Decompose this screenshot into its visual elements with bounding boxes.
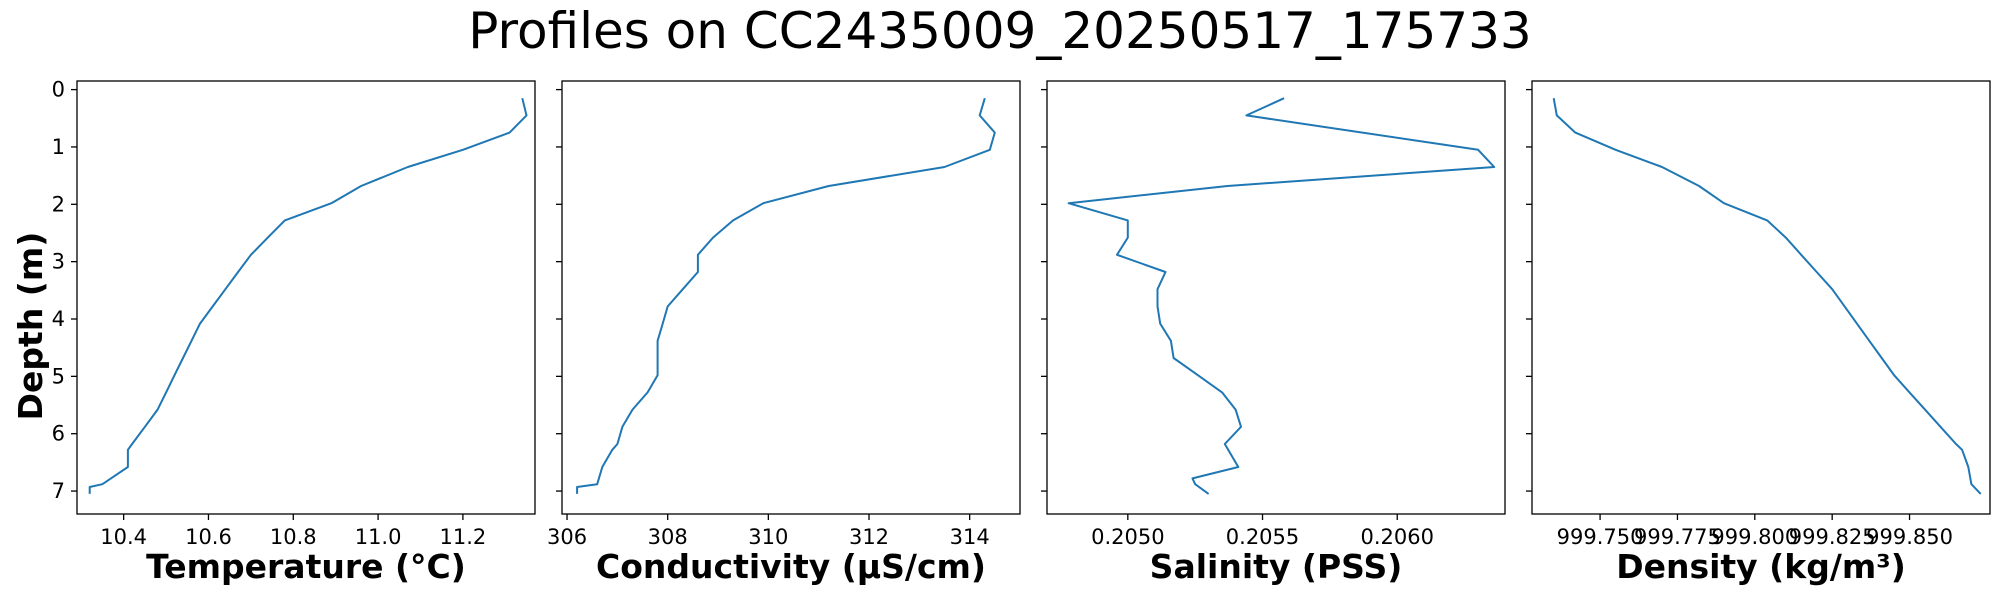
x-tick-label: 999.825	[1789, 525, 1876, 549]
x-tick-label: 11.2	[440, 525, 487, 549]
panels: 0 1 2 3 4 5 6 7 10.4 10.6 10.8 11.0 11.2Temperature …	[52, 78, 1991, 586]
panel-frame	[76, 80, 536, 515]
panel-frame	[1531, 80, 1991, 515]
x-tick-label: 10.4	[100, 525, 147, 549]
y-tick-label: 4	[52, 307, 65, 331]
x-axis-label: Density (kg/m³)	[1616, 547, 1906, 586]
profile-line	[88, 97, 528, 494]
figure-title: Profiles on CC2435009_20250517_175733	[468, 2, 1531, 60]
x-tick-label: 0.2055	[1226, 525, 1299, 549]
panel-1: 0 1 2 3 4 5 6 7 10.4 10.6 10.8 11.0 11.2Temperature …	[52, 78, 536, 586]
panel-4: 999.750999.775999.800999.825999.850Densi…	[1526, 80, 1991, 586]
x-tick-label: 308	[648, 525, 688, 549]
x-tick-label: 10.8	[270, 525, 317, 549]
profile-line	[1552, 98, 1982, 495]
x-tick-label: 999.850	[1866, 525, 1953, 549]
panel-frame	[1046, 80, 1506, 515]
x-tick-label: 306	[547, 525, 587, 549]
x-tick-label: 999.775	[1634, 525, 1721, 549]
y-tick-label: 7	[52, 479, 65, 503]
x-tick-label: 11.0	[355, 525, 402, 549]
panel-frame	[561, 80, 1021, 515]
x-tick-label: 999.800	[1711, 525, 1798, 549]
y-tick-label: 5	[52, 364, 65, 388]
y-tick-label: 2	[52, 192, 65, 216]
x-tick-label: 312	[849, 525, 889, 549]
y-axis-label: Depth (m)	[11, 232, 50, 421]
y-tick-label: 6	[52, 422, 65, 446]
x-tick-label: 0.2050	[1091, 525, 1164, 549]
x-axis-label: Salinity (PSS)	[1150, 547, 1403, 586]
profile-line	[576, 97, 996, 494]
x-tick-label: 310	[748, 525, 788, 549]
x-axis-label: Conductivity (µS/cm)	[596, 547, 986, 586]
x-axis-label: Temperature (°C)	[146, 547, 466, 586]
profile-line	[1067, 97, 1496, 495]
y-tick-label: 0	[52, 78, 65, 102]
y-tick-label: 3	[52, 250, 65, 274]
x-tick-label: 999.750	[1557, 525, 1644, 549]
y-tick-label: 1	[52, 135, 65, 159]
x-tick-label: 10.6	[185, 525, 232, 549]
x-tick-label: 314	[950, 525, 990, 549]
x-tick-label: 0.2060	[1360, 525, 1433, 549]
